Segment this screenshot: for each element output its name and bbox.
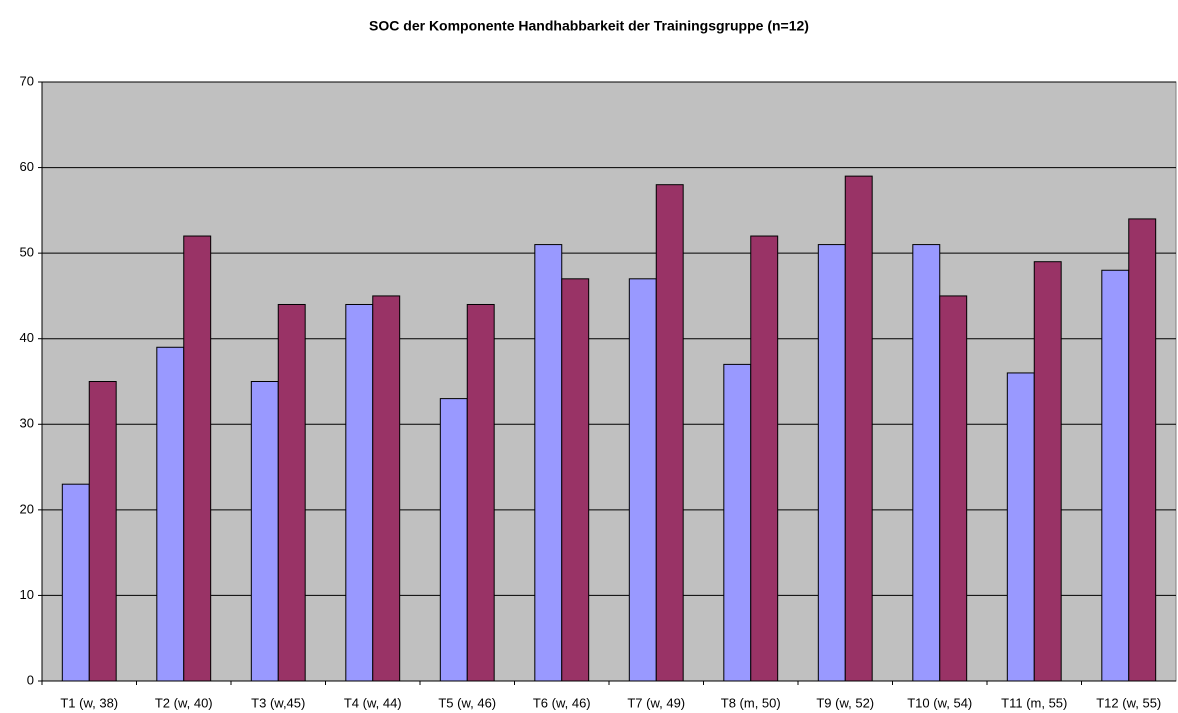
- bar: [844, 175, 873, 682]
- bar: [912, 244, 941, 682]
- y-tick-label: 0: [27, 672, 34, 687]
- x-tick-label: T5 (w, 46): [438, 695, 496, 710]
- bar: [466, 303, 495, 682]
- x-tick-label: T3 (w,45): [251, 695, 305, 710]
- bar: [1033, 261, 1062, 682]
- bar: [1101, 269, 1130, 682]
- x-tick-label: T9 (w, 52): [816, 695, 874, 710]
- bar: [534, 244, 563, 682]
- bar: [277, 303, 306, 682]
- y-tick-label: 40: [20, 330, 34, 345]
- y-tick-label: 60: [20, 159, 34, 174]
- y-tick-label: 20: [20, 501, 34, 516]
- y-tick-label: 30: [20, 416, 34, 431]
- bar: [561, 278, 590, 682]
- bar: [1128, 218, 1157, 682]
- bar: [817, 244, 846, 682]
- y-tick-label: 70: [20, 73, 34, 88]
- bar: [655, 184, 684, 682]
- bar: [372, 295, 401, 682]
- bar: [439, 398, 468, 682]
- bar: [750, 235, 779, 682]
- bar: [156, 346, 185, 682]
- bar: [183, 235, 212, 682]
- bar: [61, 483, 90, 682]
- bar: [1006, 372, 1035, 682]
- x-tick-label: T4 (w, 44): [344, 695, 402, 710]
- bar: [723, 363, 752, 682]
- x-tick-label: T7 (w, 49): [627, 695, 685, 710]
- x-tick-label: T10 (w, 54): [907, 695, 972, 710]
- bar: [345, 303, 374, 682]
- chart-title: SOC der Komponente Handhabbarkeit der Tr…: [369, 18, 809, 34]
- x-tick-label: T1 (w, 38): [60, 695, 118, 710]
- x-tick-label: T2 (w, 40): [155, 695, 213, 710]
- x-tick-label: T12 (w, 55): [1096, 695, 1161, 710]
- bar: [250, 381, 279, 682]
- y-tick-label: 10: [20, 587, 34, 602]
- x-tick-label: T6 (w, 46): [533, 695, 591, 710]
- x-tick-label: T11 (m, 55): [1001, 695, 1067, 710]
- plot-area: [41, 81, 1177, 682]
- y-tick-label: 50: [20, 245, 34, 260]
- x-tick-label: T8 (m, 50): [721, 695, 781, 710]
- bar: [88, 381, 117, 682]
- bar: [939, 295, 968, 682]
- bar: [628, 278, 657, 682]
